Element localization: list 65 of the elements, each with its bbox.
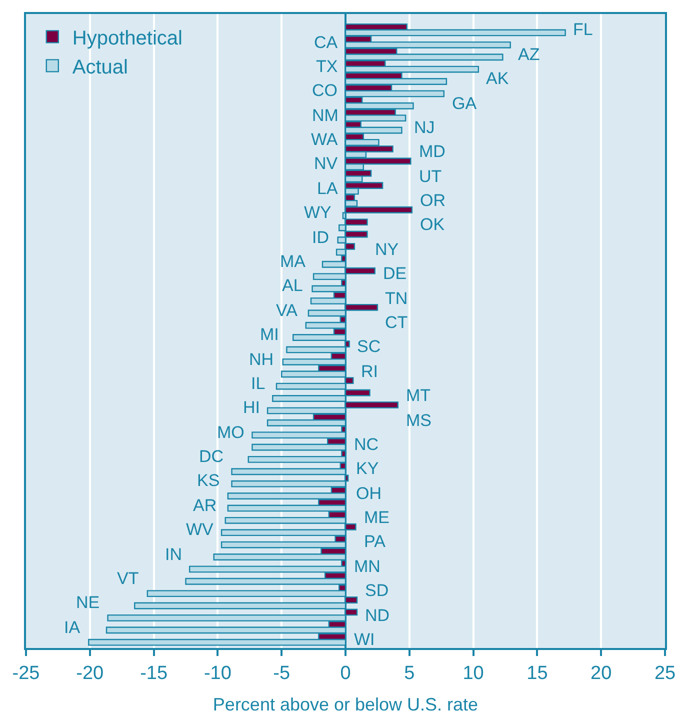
y-tick-label: WV: [186, 520, 214, 539]
y-tick-label: RI: [361, 362, 378, 381]
y-tick-label: VA: [276, 301, 298, 320]
y-tick-label: MI: [260, 325, 279, 344]
x-tick-label: -10: [204, 662, 232, 684]
x-tick-label: 20: [590, 662, 612, 684]
y-tick-label: KS: [197, 471, 220, 490]
y-tick-label: IA: [64, 618, 81, 637]
y-tick-label: IN: [165, 545, 182, 564]
y-tick-label: NV: [314, 154, 338, 173]
y-tick-label: OH: [356, 484, 382, 503]
y-tick-label: IL: [251, 374, 266, 393]
x-tick-label: -20: [76, 662, 104, 684]
y-tick-label: DE: [383, 264, 407, 283]
y-tick-label: NH: [249, 350, 274, 369]
y-tick-label: NM: [312, 106, 338, 125]
y-tick-label: AL: [282, 276, 303, 295]
y-tick-label: WI: [354, 630, 375, 649]
y-tick-label: HI: [243, 398, 260, 417]
y-tick-label: ID: [312, 228, 329, 247]
y-tick-label: MS: [406, 411, 432, 430]
y-tick-label: MO: [217, 423, 244, 442]
y-tick-label: KY: [356, 459, 379, 478]
y-tick-label: VT: [117, 569, 139, 588]
y-tick-label: TX: [316, 57, 338, 76]
x-tick-label: -25: [12, 662, 40, 684]
y-tick-label: ME: [364, 508, 390, 527]
y-tick-label: NY: [375, 240, 399, 259]
x-tick-label: -5: [273, 662, 290, 684]
y-tick-label: CA: [314, 33, 338, 52]
legend-label: Actual: [72, 56, 128, 78]
y-tick-label: AZ: [518, 45, 540, 64]
y-tick-label: MA: [280, 252, 306, 271]
y-tick-label: AR: [193, 496, 217, 515]
y-tick-label: MT: [406, 386, 431, 405]
y-tick-label: TN: [385, 289, 408, 308]
y-tick-label: WY: [304, 203, 332, 222]
y-tick-label: OK: [420, 215, 446, 234]
y-tick-label: WA: [311, 130, 338, 149]
y-tick-label: ND: [365, 606, 390, 625]
legend-label: Hypothetical: [72, 27, 182, 50]
y-tick-label: GA: [452, 94, 478, 113]
y-tick-label: NE: [76, 593, 100, 612]
x-tick-label: 0: [340, 662, 351, 684]
y-tick-label: MD: [419, 142, 446, 161]
x-tick-label: -15: [140, 662, 168, 684]
y-tick-label: AK: [486, 69, 510, 88]
y-tick-label: MN: [354, 557, 380, 576]
y-tick-label: SC: [357, 337, 381, 356]
x-tick-label: 15: [526, 662, 548, 684]
y-tick-label: PA: [364, 532, 386, 551]
y-tick-label: LA: [317, 179, 338, 198]
x-tick-label: 10: [462, 662, 484, 684]
y-tick-label: UT: [419, 167, 442, 186]
y-tick-label: CT: [385, 313, 408, 332]
y-tick-label: DC: [199, 447, 224, 466]
y-tick-label: NJ: [414, 118, 435, 137]
x-tick-label: 25: [654, 662, 676, 684]
y-tick-label: FL: [573, 20, 593, 39]
x-axis-title: Percent above or below U.S. rate: [212, 694, 478, 714]
y-tick-label: OR: [420, 191, 446, 210]
y-tick-label: NC: [354, 435, 379, 454]
x-tick-label: 5: [404, 662, 415, 684]
y-tick-label: SD: [365, 581, 389, 600]
y-tick-label: CO: [312, 81, 338, 100]
